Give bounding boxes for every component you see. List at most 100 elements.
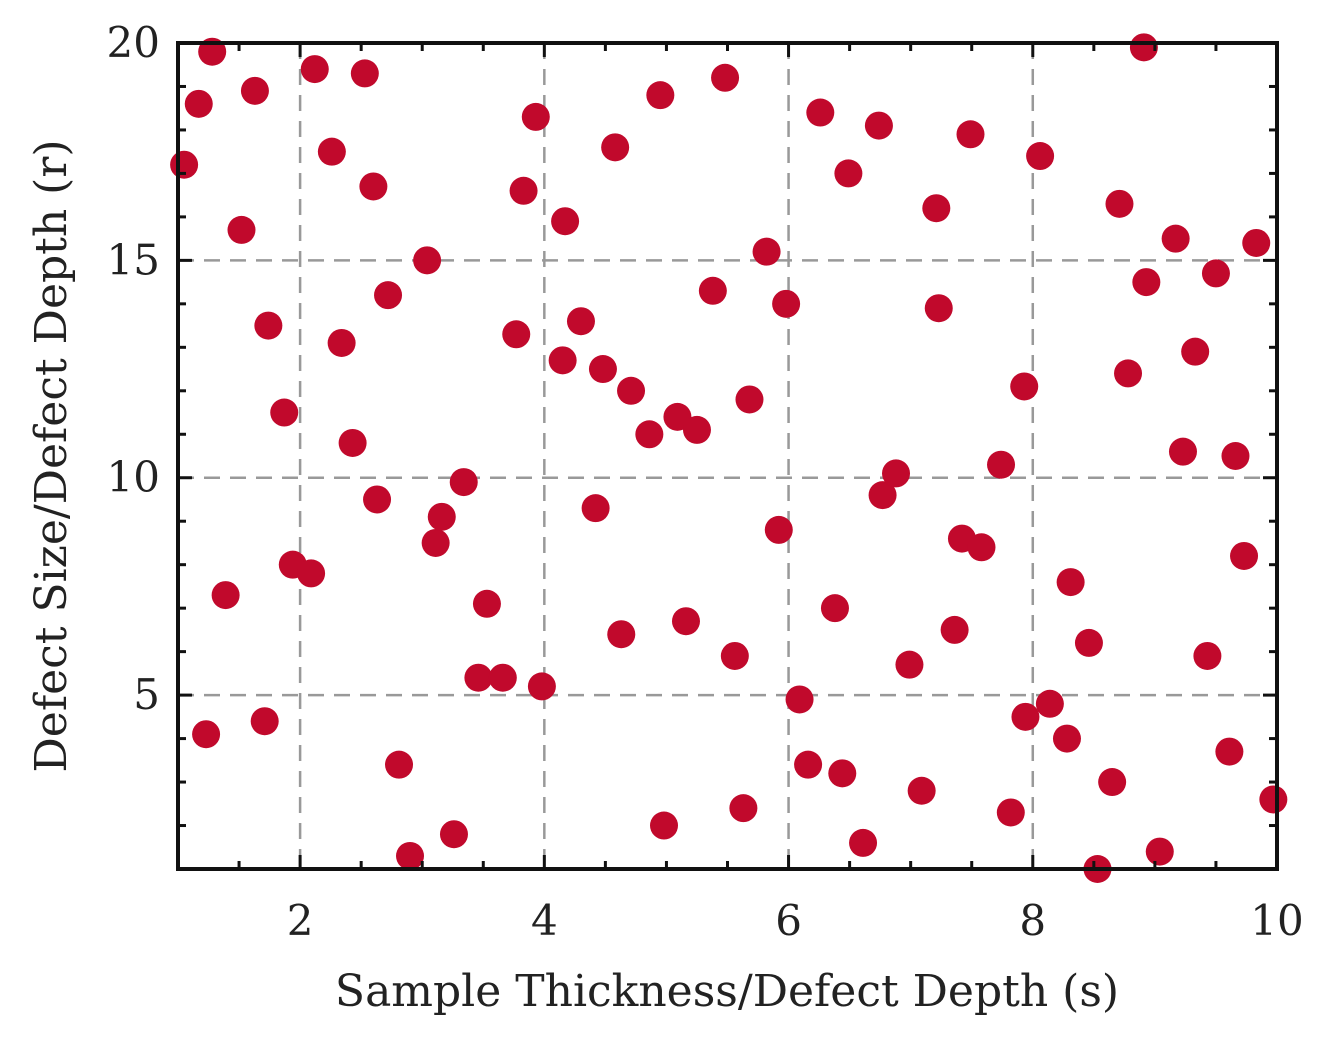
data-point (184, 89, 213, 118)
data-points (170, 33, 1288, 883)
data-point (566, 307, 595, 336)
data-point (211, 581, 240, 610)
data-point (907, 776, 936, 805)
data-point (924, 294, 953, 323)
data-point (772, 289, 801, 318)
x-tick-label: 2 (287, 896, 314, 945)
data-point (1026, 142, 1055, 171)
data-point (502, 320, 531, 349)
data-point (868, 481, 897, 510)
data-point (254, 311, 283, 340)
data-point (192, 720, 221, 749)
x-tick-label: 10 (1250, 896, 1303, 945)
data-point (882, 459, 911, 488)
data-point (1129, 33, 1158, 62)
data-point (967, 533, 996, 562)
data-point (1035, 689, 1064, 718)
data-point (509, 176, 538, 205)
data-point (996, 798, 1025, 827)
data-point (635, 420, 664, 449)
data-point (1215, 737, 1244, 766)
data-point (385, 750, 414, 779)
y-tick-label: 10 (107, 453, 160, 502)
data-point (327, 328, 356, 357)
data-point (864, 111, 893, 140)
x-tick-label: 8 (1019, 896, 1046, 945)
data-point (1201, 259, 1230, 288)
data-point (650, 811, 679, 840)
data-point (1132, 268, 1161, 297)
data-point (270, 398, 299, 427)
y-tick-labels: 5 10 15 20 (107, 18, 160, 719)
plot-frame (176, 41, 1279, 871)
data-point (617, 376, 646, 405)
data-point (828, 759, 857, 788)
y-tick-label: 5 (133, 670, 160, 719)
data-point (421, 528, 450, 557)
y-axis-label: Defect Size/Defect Depth (r) (26, 139, 77, 772)
data-point (752, 237, 781, 266)
data-point (806, 98, 835, 127)
data-point (1052, 724, 1081, 753)
data-point (1010, 372, 1039, 401)
data-point (338, 428, 367, 457)
data-point (581, 494, 610, 523)
data-point (488, 663, 517, 692)
data-point (548, 346, 577, 375)
data-point (785, 685, 814, 714)
x-tick-label: 4 (531, 896, 558, 945)
data-point (588, 355, 617, 384)
data-point (794, 750, 823, 779)
y-tick-label: 20 (107, 18, 160, 67)
x-tick-label: 6 (775, 896, 802, 945)
data-point (987, 450, 1016, 479)
data-point (227, 215, 256, 244)
data-point (834, 159, 863, 188)
data-point (374, 281, 403, 310)
data-point (849, 828, 878, 857)
x-tick-labels: 2 4 6 8 10 (287, 896, 1304, 945)
data-point (646, 81, 675, 110)
data-point (300, 55, 329, 84)
data-point (1105, 189, 1134, 218)
data-point (1161, 224, 1190, 253)
data-point (682, 415, 711, 444)
data-point (472, 589, 501, 618)
data-point (735, 385, 764, 414)
data-point (240, 76, 269, 105)
data-point (413, 246, 442, 275)
data-point (1193, 641, 1222, 670)
data-point (1221, 442, 1250, 470)
data-point (350, 59, 379, 88)
data-point (940, 615, 969, 644)
data-point (729, 794, 758, 823)
data-point (764, 515, 793, 544)
data-point (439, 820, 468, 849)
data-point (527, 672, 556, 701)
data-point (317, 137, 346, 166)
data-point (698, 276, 727, 305)
data-point (1056, 568, 1085, 597)
data-point (922, 194, 951, 223)
grid-lines (178, 43, 1277, 869)
data-point (363, 485, 392, 514)
data-point (1168, 437, 1197, 466)
data-point (449, 468, 478, 497)
data-point (1114, 359, 1143, 388)
data-point (1181, 337, 1210, 366)
data-point (671, 607, 700, 636)
data-point (1074, 628, 1103, 657)
data-point (359, 172, 388, 201)
data-point (297, 559, 326, 588)
data-point (720, 641, 749, 670)
data-point (1230, 541, 1259, 570)
data-point (396, 841, 425, 870)
data-point (1145, 837, 1174, 866)
data-point (1259, 785, 1288, 814)
data-point (427, 502, 456, 531)
data-point (956, 120, 985, 149)
data-point (551, 207, 580, 236)
y-tick-label: 15 (107, 235, 160, 284)
data-point (1098, 768, 1127, 797)
